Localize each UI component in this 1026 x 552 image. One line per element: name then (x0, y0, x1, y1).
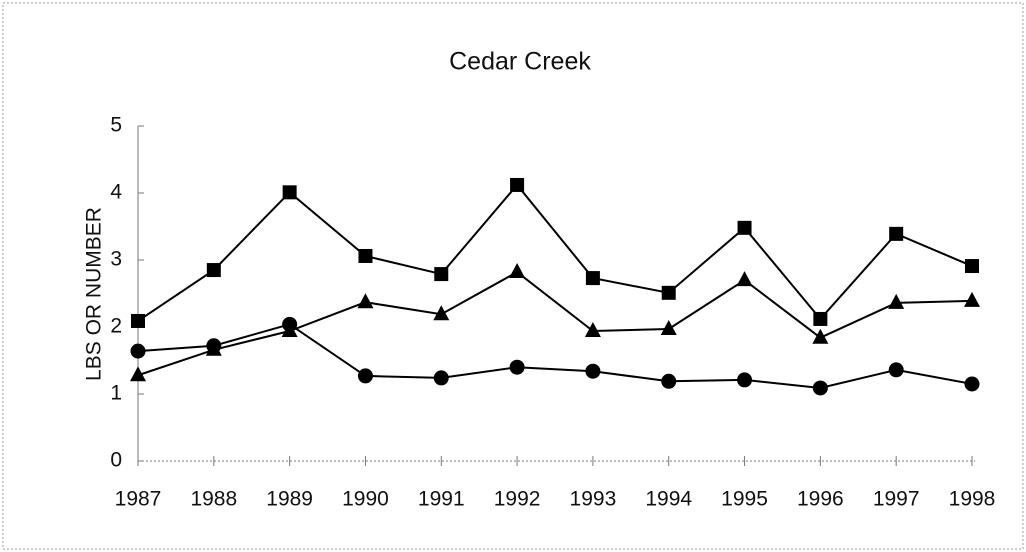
marker-circle (130, 343, 146, 359)
series-line (137, 323, 973, 389)
x-tick-label: 1991 (418, 488, 465, 511)
y-tick-label: 1 (110, 382, 122, 405)
marker-triangle (736, 271, 753, 287)
marker-circle (282, 316, 298, 332)
x-tick-label: 1989 (266, 488, 313, 511)
y-axis-label: LBS OR NUMBER (83, 207, 106, 381)
x-tick-label: 1993 (570, 488, 617, 511)
x-tick-label: 1992 (494, 488, 541, 511)
marker-circle (964, 376, 980, 392)
marker-circle (661, 373, 677, 389)
x-tick-label: 1994 (645, 488, 692, 511)
marker-triangle (584, 322, 601, 338)
marker-square (585, 271, 600, 286)
marker-circle (509, 359, 525, 375)
x-tick-label: 1996 (797, 488, 844, 511)
marker-circle (737, 372, 753, 388)
x-tick-label: 1990 (342, 488, 389, 511)
marker-circle (585, 363, 601, 379)
series-line (137, 183, 973, 322)
marker-triangle (964, 291, 980, 307)
marker-square (206, 263, 221, 278)
marker-square (510, 177, 525, 192)
marker-circle (812, 380, 828, 396)
y-tick-label: 2 (110, 315, 122, 338)
marker-triangle (130, 366, 146, 382)
x-tick-label: 1998 (949, 488, 996, 511)
marker-square (358, 248, 373, 263)
marker-square (434, 267, 449, 282)
marker-triangle (357, 293, 374, 309)
marker-square (813, 311, 828, 326)
marker-triangle (888, 293, 905, 309)
x-tick-label: 1988 (190, 488, 237, 511)
x-tick-label: 1997 (873, 488, 920, 511)
y-tick-label: 5 (110, 114, 122, 137)
marker-circle (206, 338, 222, 354)
marker-square (131, 313, 145, 328)
y-tick-label: 3 (110, 248, 122, 271)
marker-square (282, 185, 297, 200)
x-tick-label: 1987 (115, 488, 162, 511)
marker-triangle (509, 263, 526, 279)
marker-triangle (660, 320, 677, 336)
y-tick-label: 4 (110, 181, 122, 204)
x-tick-label: 1995 (721, 488, 768, 511)
marker-square (965, 259, 979, 274)
marker-square (737, 220, 752, 235)
marker-circle (888, 362, 904, 378)
marker-triangle (812, 328, 829, 344)
marker-circle (433, 370, 449, 386)
y-tick-label: 0 (110, 449, 122, 472)
marker-triangle (433, 305, 450, 321)
marker-square (889, 226, 904, 241)
marker-circle (357, 368, 373, 384)
chart-title: Cedar Creek (449, 48, 591, 76)
series-line (137, 270, 973, 377)
marker-square (661, 285, 676, 300)
